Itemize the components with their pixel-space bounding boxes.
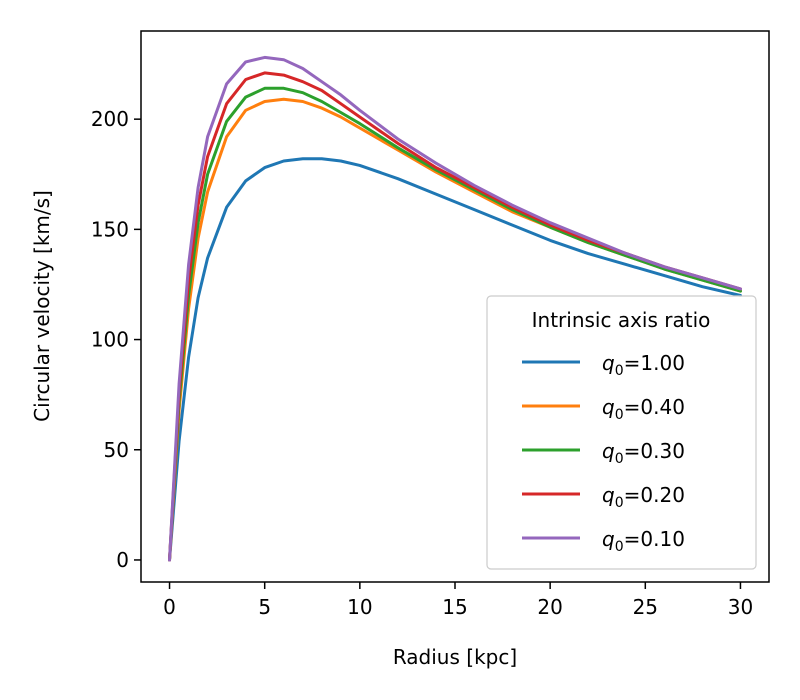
series-line-0 (168, 157, 742, 562)
legend-label-4: q0=0.10 (602, 527, 685, 555)
series-line-2 (168, 86, 742, 562)
x-tick-label: 30 (728, 595, 753, 619)
x-tick-label: 20 (537, 595, 562, 619)
y-tick-label: 200 (91, 107, 129, 131)
x-tick-label: 0 (163, 595, 176, 619)
x-ticks: 0 5 10 15 20 25 30 (163, 582, 753, 619)
y-tick-label: 50 (104, 438, 129, 462)
legend-label-3: q0=0.20 (602, 483, 685, 511)
x-tick-label: 15 (442, 595, 467, 619)
x-axis-label: Radius [kpc] (393, 645, 517, 669)
x-tick-label: 10 (347, 595, 372, 619)
legend-label-1: q0=0.40 (602, 395, 685, 423)
y-tick-label: 100 (91, 328, 129, 352)
legend-box (486, 295, 757, 570)
y-axis-label: Circular velocity [km/s] (30, 190, 54, 422)
y-tick-label: 0 (116, 548, 129, 572)
legend: Intrinsic axis ratio q0=1.00 q0=0.40 q0=0.… (486, 295, 757, 570)
legend-title: Intrinsic axis ratio (532, 308, 711, 332)
series-lines (168, 55, 742, 562)
x-tick-label: 25 (633, 595, 658, 619)
legend-label-0: q0=1.00 (602, 351, 685, 379)
legend-label-2: q0=0.30 (602, 439, 685, 467)
series-line-4 (168, 55, 742, 562)
y-tick-label: 150 (91, 217, 129, 241)
x-tick-label: 5 (258, 595, 271, 619)
legend-entries: q0=1.00 q0=0.40 q0=0.30 q0=0.20 q0=0.10 (522, 351, 685, 555)
y-ticks: 0 50 100 150 200 (91, 107, 141, 572)
